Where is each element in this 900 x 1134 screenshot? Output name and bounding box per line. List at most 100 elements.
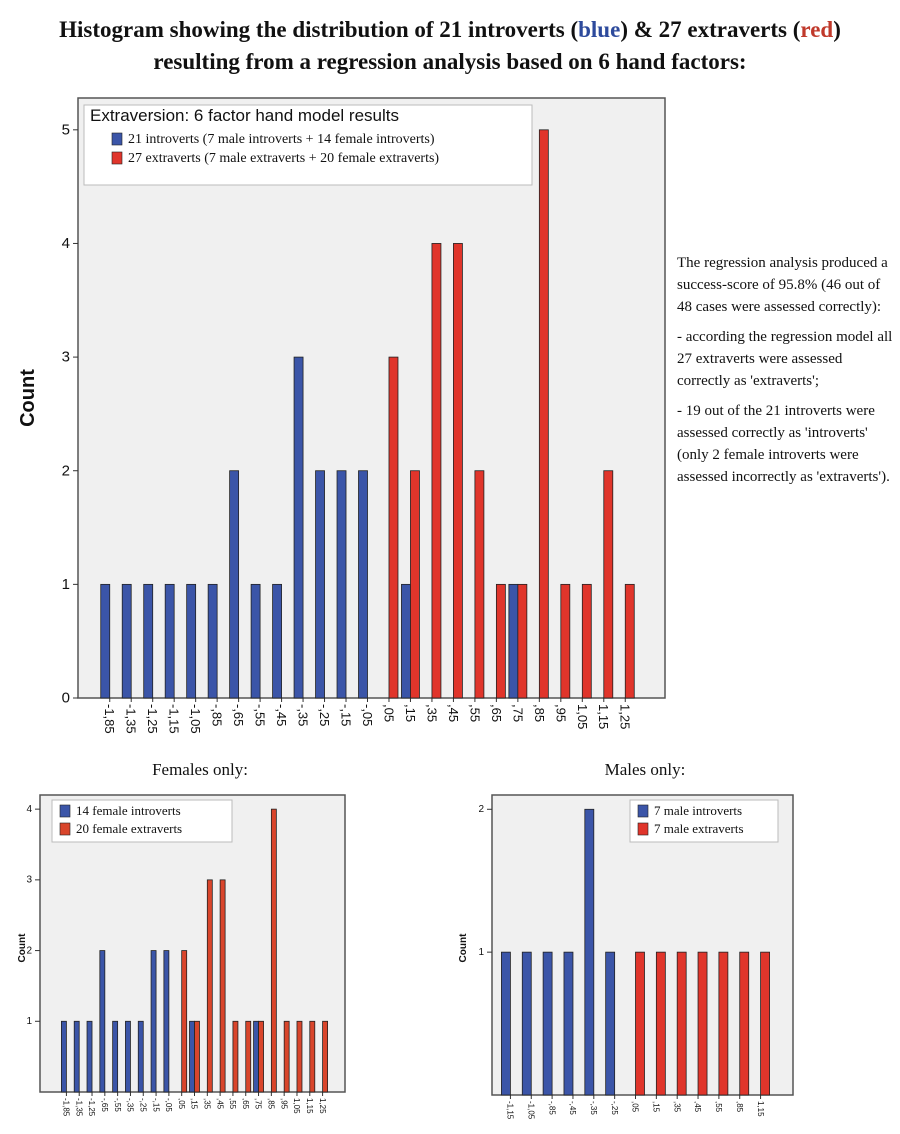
bar (293, 356, 304, 699)
x-tick-label: 1,05 (292, 1098, 301, 1114)
y-tick-label: 2 (478, 804, 484, 815)
bar (250, 583, 261, 699)
legend-box (83, 104, 533, 186)
title-text: Histogram showing the distribution of 21… (59, 17, 579, 42)
x-tick-label: ,85 (735, 1101, 744, 1113)
x-tick-label: ,45 (693, 1101, 702, 1113)
x-tick-label: ,35 (424, 704, 439, 722)
bar (143, 583, 154, 699)
x-tick-label: -1,15 (506, 1101, 515, 1120)
bar (676, 951, 687, 1096)
y-axis-label: Count (458, 933, 469, 963)
title-text: blue (578, 17, 621, 42)
x-tick-label: ,85 (267, 1098, 276, 1110)
bar (272, 583, 282, 699)
x-tick-label: -1,85 (62, 1098, 71, 1117)
bar (121, 583, 132, 699)
x-tick-label: 1,15 (596, 704, 611, 729)
x-tick-label: ,35 (203, 1098, 212, 1110)
legend-title: Extraversion: 6 factor hand model result… (90, 106, 399, 125)
x-tick-label: ,65 (241, 1098, 250, 1110)
y-axis-label: Count (17, 933, 28, 963)
x-tick-label: ,95 (553, 704, 568, 722)
x-tick-label: ,85 (532, 704, 547, 722)
x-tick-label: -1,85 (102, 704, 117, 734)
bar (635, 951, 645, 1096)
bar (253, 1020, 259, 1093)
bar (655, 951, 666, 1096)
x-tick-label: ,05 (631, 1101, 640, 1113)
bar (603, 470, 614, 699)
bar (560, 583, 571, 699)
x-tick-label: ,55 (228, 1098, 237, 1110)
legend-box (51, 799, 233, 843)
bar (112, 1020, 119, 1093)
bar (508, 583, 519, 699)
bar (219, 879, 226, 1093)
bar (624, 583, 635, 699)
x-tick-label: -1,35 (74, 1098, 83, 1117)
bar (431, 243, 442, 699)
legend-label: 14 female introverts (76, 803, 181, 818)
x-tick-label: ,95 (279, 1098, 288, 1110)
bar (194, 1020, 200, 1093)
title-line: Histogram showing the distribution of 21… (0, 14, 900, 46)
x-tick-label: ,15 (652, 1101, 661, 1113)
x-tick-label: -,35 (589, 1101, 598, 1115)
x-tick-label: ,05 (381, 704, 396, 722)
bar (410, 470, 420, 699)
bar (542, 951, 553, 1096)
bar (61, 1020, 67, 1093)
x-tick-label: ,65 (489, 704, 504, 722)
legend-swatch (637, 804, 649, 818)
y-tick-label: 1 (62, 576, 70, 593)
y-tick-label: 5 (62, 121, 70, 138)
legend-swatch (59, 804, 71, 818)
bar (474, 470, 485, 699)
bar (125, 1020, 131, 1093)
bar (206, 879, 213, 1093)
bar (163, 950, 170, 1093)
y-tick-label: 1 (26, 1016, 32, 1027)
x-tick-label: ,15 (403, 704, 418, 722)
x-tick-label: -1,25 (87, 1098, 96, 1117)
bar (563, 951, 574, 1096)
bar (99, 950, 106, 1093)
y-tick-label: 3 (26, 875, 32, 886)
y-tick-label: 1 (478, 947, 484, 958)
bar (358, 470, 368, 699)
note: - 19 out of the 21 introverts were asses… (677, 403, 890, 485)
x-tick-label: 1,15 (756, 1101, 765, 1117)
title-text: ) & 27 extraverts ( (620, 17, 801, 42)
x-tick-label: -,85 (210, 704, 225, 726)
x-tick-label: -,65 (231, 704, 246, 726)
bar (150, 950, 157, 1093)
bar (697, 951, 708, 1096)
x-tick-label: ,15 (190, 1098, 199, 1110)
legend-label: 20 female extraverts (76, 821, 182, 836)
bar (605, 951, 616, 1096)
note: - according the regression model all 27 … (677, 329, 893, 389)
bar (137, 1020, 144, 1093)
y-tick-label: 4 (26, 804, 32, 815)
x-tick-label: -,45 (274, 704, 289, 726)
bar (501, 951, 511, 1096)
legend-label: 21 introverts (7 male introverts + 14 fe… (128, 132, 435, 147)
x-tick-label: -,15 (338, 704, 353, 726)
x-tick-label: ,05 (177, 1098, 186, 1110)
x-tick-label: -,85 (547, 1101, 556, 1115)
x-tick-label: -,25 (138, 1098, 147, 1112)
title-text: ) (833, 17, 841, 42)
bar (86, 1020, 93, 1093)
legend-label: 7 male extraverts (654, 821, 744, 836)
x-tick-label: -,65 (100, 1098, 109, 1112)
bar (517, 583, 528, 699)
y-tick-label: 3 (62, 349, 70, 366)
x-tick-label: ,45 (446, 704, 461, 722)
legend-swatch (59, 822, 71, 836)
x-tick-label: 1,25 (318, 1098, 327, 1114)
x-tick-label: ,75 (510, 704, 525, 722)
bar (581, 583, 592, 699)
